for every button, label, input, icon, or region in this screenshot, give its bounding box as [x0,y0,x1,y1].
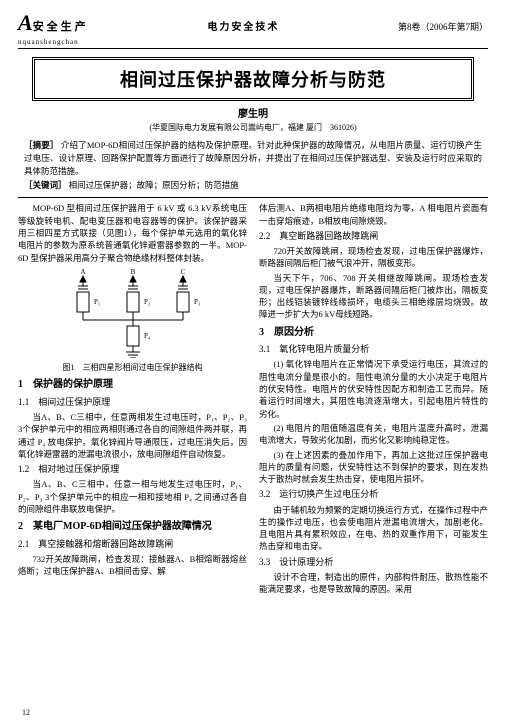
heading-1: 1 保护器的保护原理 [18,378,247,393]
para-1-2: 当A、B、C三相中，任意一相与地发生过电压时，P₁、P₂、P₃ 3个保护单元中的… [18,478,247,515]
section-pinyin: nquanshengchan [18,38,79,46]
para-3-3: 设计不合理，制造出的原件，内部构件耐压、散热性能不能满足要求，也是导致故障的原因… [259,571,488,596]
section-title: 安全生产 [33,21,89,33]
svg-text:P₄: P₄ [144,332,151,340]
journal-name: 电力安全技术 [207,18,279,33]
abstract-label: ［摘要］ [24,140,59,150]
svg-text:P₃: P₃ [194,298,201,306]
heading-3-1: 3.1 氧化锌电阻片质量分析 [259,343,488,356]
para-3-2: 由于辅机较为频繁的定期切换运行方式，在操作过程中产生的操作过电压，也会使电阻片泄… [259,504,488,553]
heading-3: 3 原因分析 [259,326,488,341]
para-2-2-2: 当天下午，706、708 开关相继故障跳闸。现场检查发现，过电压保护器爆炸，断路… [259,272,488,321]
intro-para: MOP-6D 型相间过压保护器用于 6 kV 或 6.3 kV系统电压等级旋转电… [18,202,247,264]
svg-text:P₁: P₁ [94,298,100,306]
keywords-text: 相间过压保护器；故障；原因分析；防范措施 [69,180,239,190]
author-name: 廖生明 [18,105,488,120]
heading-3-3: 3.3 设计原理分析 [259,556,488,569]
header-section: A安全生产 nquanshengchan [18,10,89,46]
right-column: 体后测A、B两相电阻片绝缘电阻均为零，A 相电阻片瓷面有一击穿熔痕迹，B相放电间… [259,202,488,597]
svg-text:A: A [80,268,85,276]
affiliation: (华夏国际电力发展有限公司嵩屿电厂，福建 厦门 361026) [18,122,488,133]
abstract-text: 介绍了MOP-6D相间过压保护器的结构及保护原理。针对此种保护器的故障情况，从电… [24,140,482,176]
logo-letter: A [18,10,33,35]
keywords-block: ［关键词］ 相间过压保护器；故障；原因分析；防范措施 [18,179,488,191]
svg-text:B: B [130,268,135,276]
figure-1: A B C P₁ P₂ P₃ P₄ [58,268,208,358]
para-cont: 体后测A、B两相电阻片绝缘电阻均为零，A 相电阻片瓷面有一击穿熔痕迹，B相放电间… [259,202,488,227]
para-3-1-3: (3) 在上述因素的叠加作用下，再加上这批过压保护器电阻片的质量有问题，伏安特性… [259,449,488,486]
title-frame: 相间过压保护器故障分析与防范 [32,57,474,101]
para-3-1-2: (2) 电阻片的阻值随温度有关，电阻片温度升高时，泄漏电流增大，导致劣化加剧，而… [259,422,488,447]
para-2-2-1: 720开关故障跳闸，现场检查发现，过电压保护器爆炸，断路器间隔后柜门被气浪冲开，… [259,245,488,270]
divider [18,197,488,198]
heading-1-2: 1.2 相对地过压保护原理 [18,463,247,476]
svg-text:P₂: P₂ [144,298,151,306]
page-number: 12 [22,708,30,717]
heading-2-2: 2.2 真空断路器回路故障跳闸 [259,230,488,243]
heading-2: 2 某电厂MOP-6D相间过压保护器故障情况 [18,520,247,535]
issue-info: 第8卷（2006年第7期） [398,20,488,33]
heading-1-1: 1.1 相间过压保护原理 [18,396,247,409]
para-3-1-1: (1) 氧化锌电阻片在正常情况下承受运行电压，其流过的阻性电流分量是很小的。阻性… [259,358,488,420]
figure-caption: 图1 三相四星形相间过电压保护器结构 [18,362,247,374]
para-2-1: 732开关故障跳闸，检查发现：接触器A、B相熔断器熔丝烙断；过电压保护器A、B相… [18,553,247,578]
keywords-label: ［关键词］ [24,180,67,190]
heading-2-1: 2.1 真空接触器和熔断器回路故障跳闸 [18,538,247,551]
para-1-1: 当A、B、C三相中，任意两相发生过电压时，P₁、P₂、P₃ 3个保护单元中的相应… [18,411,247,460]
abstract-block: ［摘要］ 介绍了MOP-6D相间过压保护器的结构及保护原理。针对此种保护器的故障… [18,139,488,177]
svg-text:C: C [180,268,185,276]
article-title: 相间过压保护器故障分析与防范 [45,66,461,92]
left-column: MOP-6D 型相间过压保护器用于 6 kV 或 6.3 kV系统电压等级旋转电… [18,202,247,597]
columns: MOP-6D 型相间过压保护器用于 6 kV 或 6.3 kV系统电压等级旋转电… [18,202,488,597]
heading-3-2: 3.2 运行切换产生过电压分析 [259,488,488,501]
page-header: A安全生产 nquanshengchan 电力安全技术 第8卷（2006年第7期… [18,10,488,49]
